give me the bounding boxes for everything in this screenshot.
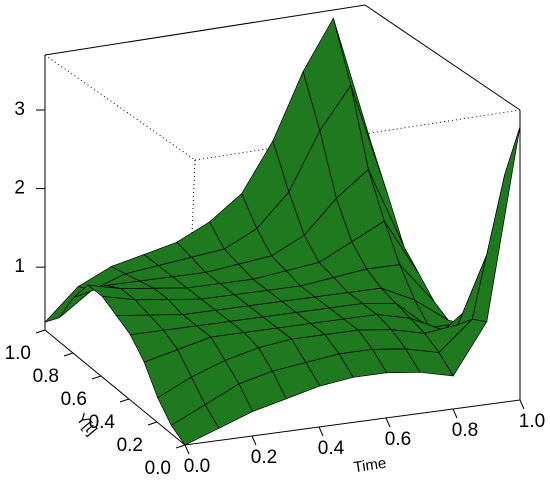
x-tick	[385, 417, 391, 428]
y-tick	[35, 329, 46, 334]
y-tick	[119, 398, 130, 403]
y-tick-label: 0.4	[89, 412, 116, 433]
z-tick-label: 1	[14, 256, 25, 277]
surface-facet	[471, 126, 521, 323]
box-edge	[44, 54, 196, 161]
y-tick	[175, 444, 186, 449]
y-tick	[147, 421, 158, 426]
y-tick-label: 0.2	[117, 435, 143, 456]
z-tick-label: 2	[14, 178, 25, 199]
x-tick	[452, 408, 458, 419]
x-tick	[184, 444, 190, 455]
x-tick	[318, 426, 324, 437]
x-axis-title: Time	[353, 455, 388, 476]
x-tick-label: 0.2	[251, 447, 277, 468]
y-tick	[63, 352, 74, 357]
x-tick-label: 0.0	[184, 456, 210, 477]
box-edge	[187, 159, 196, 331]
x-tick	[251, 435, 257, 446]
x-tick-label: 0.4	[318, 438, 345, 459]
x-tick-label: 0.6	[385, 429, 411, 450]
box-edge	[44, 4, 521, 111]
x-tick-label: 0.8	[452, 420, 478, 441]
y-tick-label: 0.6	[61, 389, 87, 410]
x-tick-label: 1.0	[519, 411, 545, 432]
z-tick-label: 3	[14, 99, 25, 120]
y-tick-label: 0.8	[33, 366, 59, 387]
x-tick	[519, 399, 525, 410]
surface-facet	[170, 404, 220, 446]
y-tick	[91, 375, 102, 380]
y-tick-label: 1.0	[5, 343, 31, 364]
y-tick-label: 0.0	[145, 458, 171, 479]
surface	[43, 17, 521, 446]
